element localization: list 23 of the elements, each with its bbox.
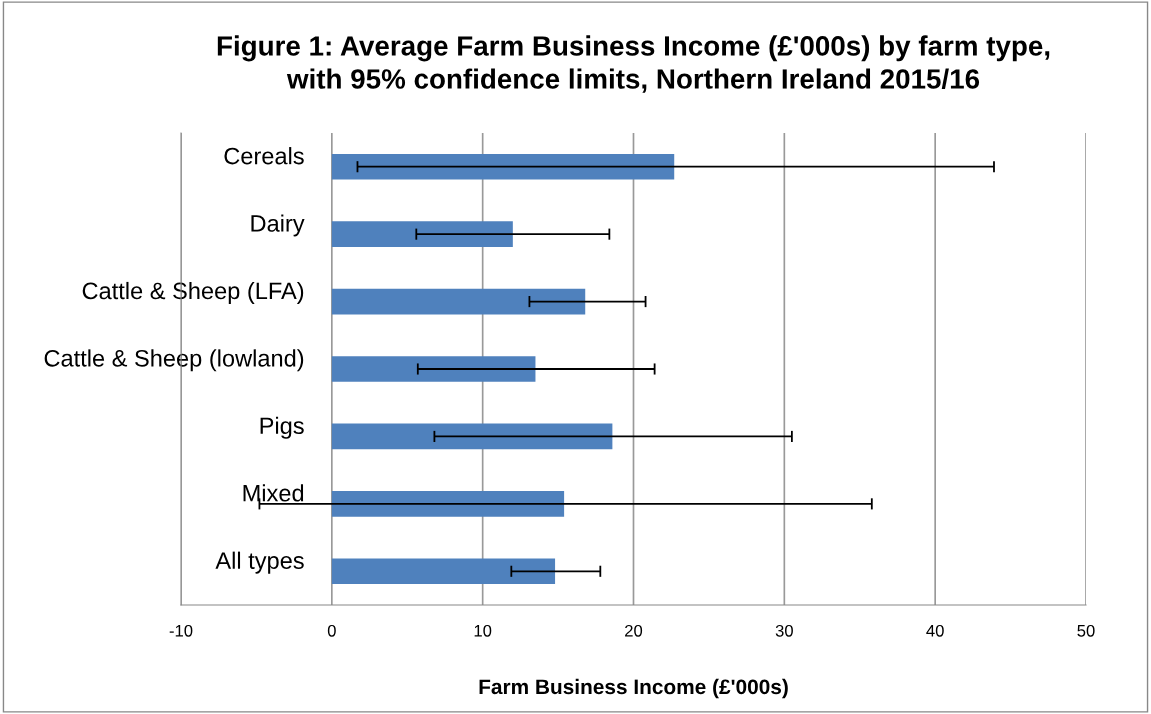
x-tick-label: 30	[775, 624, 793, 637]
y-tick-label: All types	[215, 551, 304, 574]
y-tick-label: Pigs	[260, 416, 304, 439]
y-tick-label: Dairy	[251, 214, 305, 237]
bar	[331, 288, 586, 315]
bar	[331, 491, 565, 517]
y-tick-label: Mixed	[243, 484, 304, 502]
bar	[331, 558, 556, 585]
x-tick-label: 10	[474, 624, 492, 637]
bar	[331, 221, 513, 247]
y-tick-label: Cereals	[224, 147, 304, 165]
x-tick-label: 50	[1077, 624, 1095, 637]
chart-title: Figure 1: Average Farm Business Income (£'000s) by farm type, with 95% confidence limits, Northern Ireland 2015/16	[217, 35, 1050, 93]
bar	[331, 356, 536, 382]
x-tick-label: 40	[926, 624, 944, 637]
bar	[331, 423, 613, 450]
x-tick-label: 20	[625, 624, 643, 637]
y-tick-label: Cattle & Sheep (lowland)	[44, 349, 304, 372]
y-tick-label: Cattle & Sheep (LFA)	[82, 281, 304, 304]
x-tick-label: -10	[169, 624, 193, 637]
x-tick-label: 0	[327, 624, 336, 637]
x-axis-title: Farm Business Income (£'000s)	[479, 678, 788, 699]
bar	[331, 153, 675, 180]
